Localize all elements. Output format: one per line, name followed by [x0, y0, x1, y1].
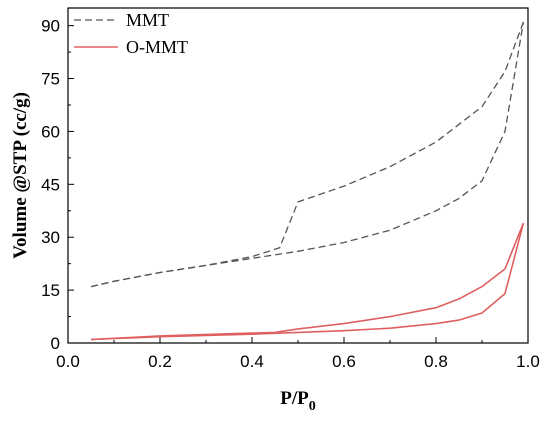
x-tick-label: 0.4: [240, 352, 264, 371]
axis-ticks: [67, 25, 529, 344]
series-line-mmt-adsorption: [90, 21, 525, 288]
x-tick-label: 0.2: [148, 352, 172, 371]
series-line-o-mmt-desorption: [90, 222, 525, 341]
plot-frame: [67, 7, 529, 344]
y-tick-label: 90: [41, 17, 60, 36]
x-axis-title-main: P/P: [280, 388, 309, 409]
y-tick-label: 15: [41, 281, 60, 300]
y-tick-label: 75: [41, 70, 60, 89]
y-tick-label: 30: [41, 228, 60, 247]
x-tick-label: 0.6: [332, 352, 356, 371]
legend: MMT O-MMT: [74, 10, 188, 57]
tick-labels: 0.0 0.2 0.4 0.6 0.8 1.0 0 15 30 45 60 75 90: [41, 17, 540, 371]
y-tick-label: 0: [51, 334, 60, 353]
x-tick-label: 0.8: [424, 352, 448, 371]
y-tick-label: 60: [41, 122, 60, 141]
x-axis-title: P/P0: [280, 388, 316, 414]
x-tick-label: 1.0: [516, 352, 540, 371]
plot-border: [67, 7, 529, 344]
y-axis-title: Volume @STP (cc/g): [10, 92, 31, 259]
x-axis-title-subscript: 0: [309, 399, 316, 414]
x-tick-label: 0.0: [56, 352, 80, 371]
legend-label-o-mmt: O-MMT: [126, 37, 188, 57]
series-line-mmt-desorption: [90, 21, 525, 288]
series-line-o-mmt-adsorption: [90, 222, 525, 341]
series-lines: [90, 21, 525, 341]
legend-label-mmt: MMT: [126, 10, 169, 30]
y-tick-label: 45: [41, 175, 60, 194]
